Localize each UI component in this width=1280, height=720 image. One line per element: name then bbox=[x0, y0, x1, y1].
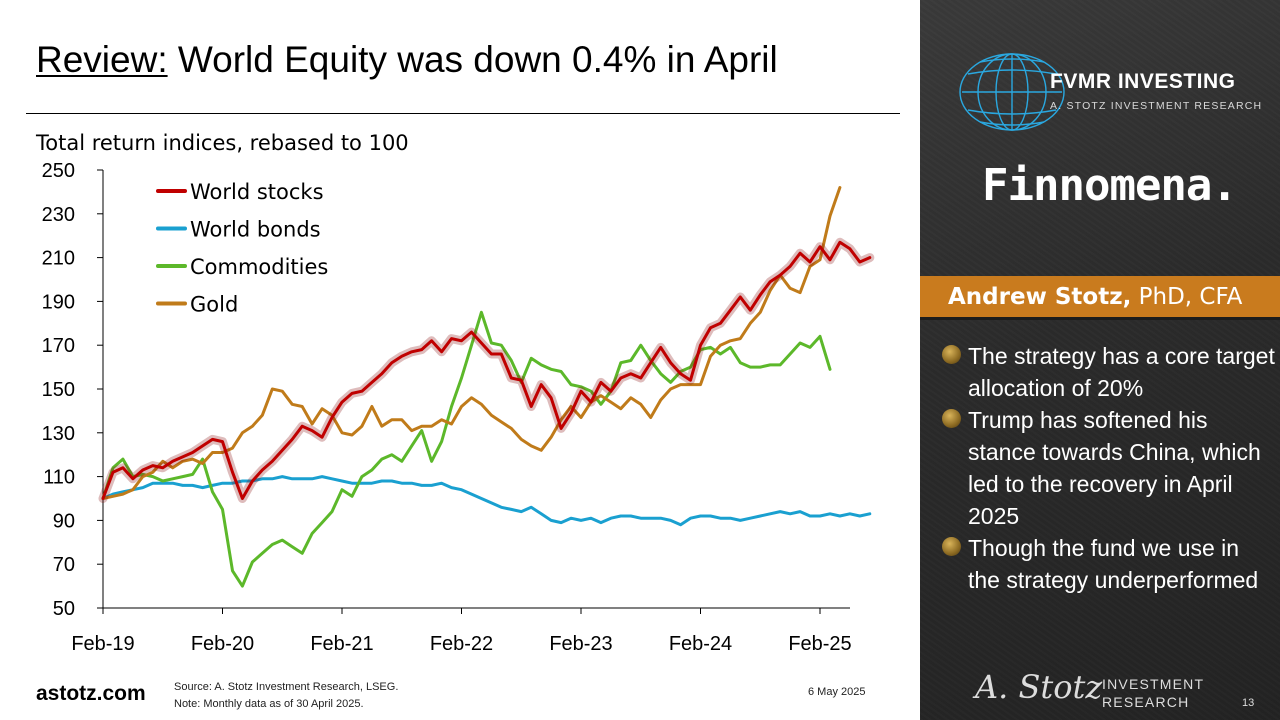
x-tick-label: Feb-22 bbox=[430, 633, 493, 655]
x-tick-label: Feb-21 bbox=[310, 633, 373, 655]
ir-line1: INVESTMENT bbox=[1102, 676, 1205, 692]
bullet-icon bbox=[942, 409, 961, 428]
presenter-banner: Andrew Stotz, PhD, CFA bbox=[920, 276, 1280, 320]
bullet-list: The strategy has a core target allocatio… bbox=[940, 340, 1275, 596]
bullet-text: The strategy has a core target allocatio… bbox=[968, 343, 1275, 401]
y-tick-label: 150 bbox=[42, 379, 75, 401]
brand-name: FVMR INVESTING bbox=[1050, 70, 1236, 93]
y-tick-label: 70 bbox=[53, 554, 75, 576]
bullet-text: Trump has softened his stance towards Ch… bbox=[968, 407, 1261, 529]
x-tick-label: Feb-19 bbox=[71, 633, 134, 655]
chart-lines bbox=[98, 186, 875, 588]
brand-tagline: A. STOTZ INVESTMENT RESEARCH bbox=[1050, 100, 1263, 112]
presenter-creds: PhD, CFA bbox=[1131, 284, 1243, 310]
ir-line2: RESEARCH bbox=[1102, 694, 1190, 710]
legend-label-gold: Gold bbox=[190, 293, 238, 317]
line-chart: Total return indices, rebased to 100 250… bbox=[35, 131, 875, 655]
y-tick-label: 90 bbox=[53, 510, 75, 532]
signature-logo: A. Stotz bbox=[975, 668, 1103, 706]
y-tick-label: 250 bbox=[42, 160, 75, 182]
series-glow-world-stocks bbox=[98, 237, 875, 503]
footer-site[interactable]: astotz.com bbox=[36, 682, 146, 705]
bullet-item: The strategy has a core target allocatio… bbox=[940, 340, 1275, 404]
chart-legend: World stocks World bonds Commodities Gold bbox=[156, 180, 328, 317]
x-tick-label: Feb-20 bbox=[191, 633, 254, 655]
x-tick-label: Feb-24 bbox=[669, 633, 732, 655]
y-tick-label: 190 bbox=[42, 291, 75, 313]
ir-logo-text: INVESTMENT RESEARCH bbox=[1102, 675, 1204, 711]
y-tick-label: 50 bbox=[53, 598, 75, 620]
bullet-item: Trump has softened his stance towards Ch… bbox=[940, 404, 1275, 532]
chart-axes: 250 230 210 190 170 150 130 110 90 70 50 Feb-19 Feb-… bbox=[42, 160, 852, 655]
bullet-text: Though the fund we use in the strategy u… bbox=[968, 535, 1259, 593]
y-tick-label: 170 bbox=[42, 335, 75, 357]
globe-logo-icon bbox=[959, 53, 1065, 131]
slide-title: Review: World Equity was down 0.4% in Ap… bbox=[36, 38, 778, 82]
title-divider bbox=[26, 113, 900, 114]
legend-label-world-bonds: World bonds bbox=[190, 218, 321, 242]
presenter-name: Andrew Stotz, bbox=[948, 284, 1132, 310]
title-prefix: Review: bbox=[36, 39, 168, 80]
bullet-item: Though the fund we use in the strategy u… bbox=[940, 532, 1275, 596]
sidebar: FVMR INVESTING A. STOTZ INVESTMENT RESEA… bbox=[920, 0, 1280, 720]
legend-label-world-stocks: World stocks bbox=[190, 180, 324, 204]
y-tick-label: 110 bbox=[43, 467, 75, 489]
note-line: Note: Monthly data as of 30 April 2025. bbox=[174, 698, 364, 710]
footer-source: Source: A. Stotz Investment Research, LS… bbox=[174, 679, 398, 713]
bullet-icon bbox=[942, 345, 961, 364]
y-tick-label: 210 bbox=[42, 248, 75, 270]
footer-date: 6 May 2025 bbox=[808, 686, 866, 698]
title-rest: World Equity was down 0.4% in April bbox=[167, 39, 778, 80]
x-tick-label: Feb-25 bbox=[788, 633, 851, 655]
bullet-icon bbox=[942, 537, 961, 556]
series-line-commodities bbox=[101, 310, 832, 588]
chart-subtitle: Total return indices, rebased to 100 bbox=[35, 131, 409, 155]
presenter-text: Andrew Stotz, PhD, CFA bbox=[948, 284, 1242, 310]
y-tick-label: 230 bbox=[42, 204, 75, 226]
x-tick-label: Feb-23 bbox=[549, 633, 612, 655]
series-line-world-stocks bbox=[101, 240, 872, 500]
legend-label-commodities: Commodities bbox=[190, 255, 328, 279]
partner-logo: Finnomena. bbox=[982, 160, 1238, 211]
source-line: Source: A. Stotz Investment Research, LS… bbox=[174, 681, 399, 693]
y-tick-label: 130 bbox=[42, 423, 75, 445]
page-number: 13 bbox=[1242, 697, 1255, 709]
series-line-world-bonds bbox=[101, 475, 872, 527]
